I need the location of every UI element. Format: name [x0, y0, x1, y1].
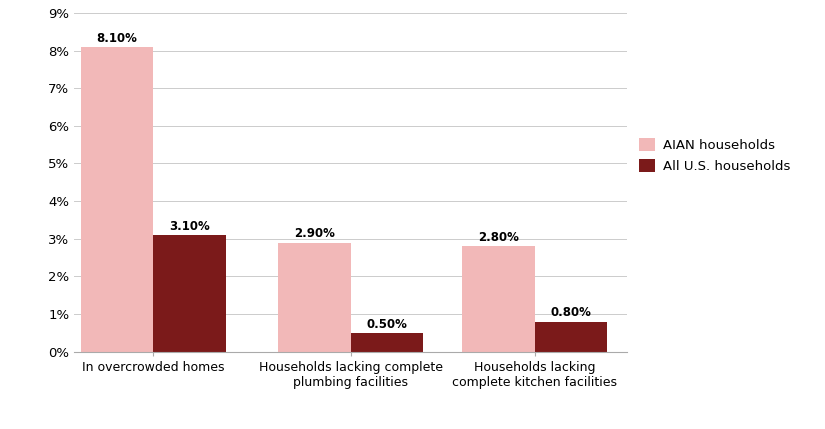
Bar	[153, 235, 225, 352]
Bar	[463, 246, 535, 352]
Text: 2.90%: 2.90%	[294, 227, 335, 240]
Text: 2.80%: 2.80%	[478, 231, 519, 244]
Text: 0.50%: 0.50%	[366, 318, 408, 331]
Legend: AIAN households, All U.S. households: AIAN households, All U.S. households	[639, 138, 790, 173]
Bar	[535, 322, 607, 352]
Bar	[351, 333, 423, 352]
Text: 8.10%: 8.10%	[97, 31, 138, 45]
Text: 0.80%: 0.80%	[550, 306, 592, 320]
Bar	[278, 242, 351, 352]
Bar	[81, 47, 153, 352]
Text: 3.10%: 3.10%	[169, 220, 210, 233]
